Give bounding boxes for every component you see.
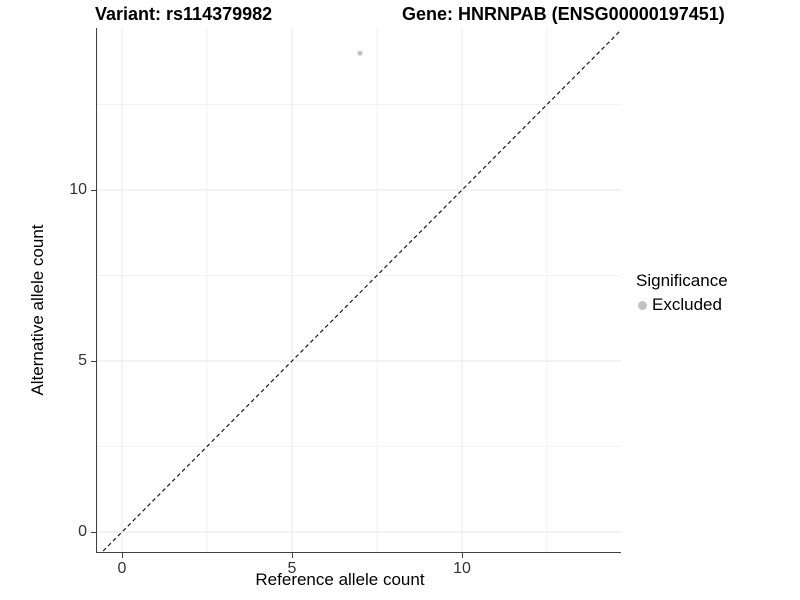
- legend-item-label: Excluded: [652, 295, 722, 314]
- identity-line: [100, 29, 621, 553]
- x-axis-title: Reference allele count: [255, 570, 425, 589]
- legend-item: Excluded: [638, 295, 728, 315]
- plot-title-gene: Gene: HNRNPAB (ENSG00000197451): [402, 4, 725, 24]
- data-point: [357, 50, 363, 56]
- legend: Significance Excluded: [636, 271, 728, 315]
- y-tick-label: 0: [78, 523, 87, 540]
- legend-point-icon: [638, 300, 647, 310]
- plot-title-variant: Variant: rs114379982: [95, 4, 273, 24]
- x-tick-mark: [291, 553, 293, 558]
- legend-title: Significance: [636, 271, 728, 290]
- y-tick-mark: [91, 531, 96, 533]
- x-tick-mark: [461, 553, 463, 558]
- y-tick-label: 10: [69, 181, 87, 198]
- x-tick-label: 5: [287, 560, 297, 577]
- y-tick-label: 5: [78, 352, 87, 369]
- y-tick-mark: [91, 360, 96, 362]
- y-axis-title: Alternative allele count: [28, 224, 47, 396]
- x-tick-label: 0: [117, 560, 127, 577]
- plot-panel-svg: [96, 28, 621, 553]
- x-tick-mark: [121, 553, 123, 558]
- x-tick-label: 10: [453, 560, 471, 577]
- y-tick-mark: [91, 189, 96, 191]
